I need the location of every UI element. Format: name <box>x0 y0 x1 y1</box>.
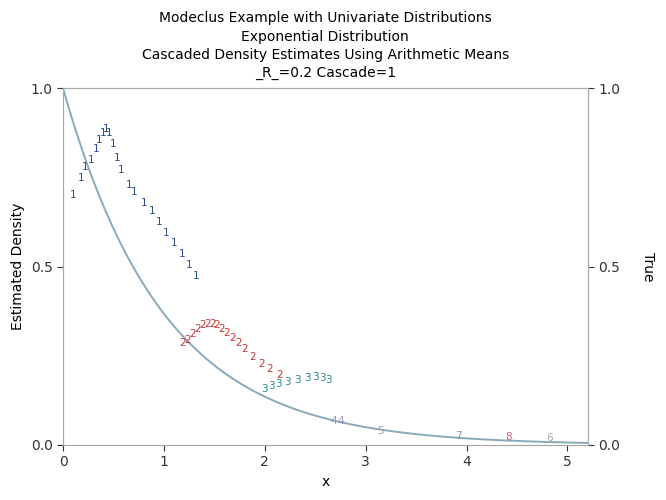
Text: 3: 3 <box>284 377 290 387</box>
Text: 2: 2 <box>218 324 224 334</box>
Text: 3: 3 <box>325 374 332 384</box>
Text: 1: 1 <box>170 238 177 248</box>
Text: 7: 7 <box>455 430 462 440</box>
Text: 3: 3 <box>304 373 310 383</box>
Text: 2: 2 <box>178 338 185 348</box>
Text: 2: 2 <box>241 344 248 354</box>
Text: 3: 3 <box>268 381 275 391</box>
Text: 3: 3 <box>319 373 326 383</box>
Text: 2: 2 <box>250 352 256 362</box>
Text: 2: 2 <box>266 364 273 374</box>
Text: 3: 3 <box>262 384 268 394</box>
Text: 1: 1 <box>156 217 163 227</box>
Text: 2: 2 <box>194 324 200 334</box>
Text: 2: 2 <box>276 370 283 380</box>
Text: 1: 1 <box>186 260 192 270</box>
Text: 1: 1 <box>106 128 113 138</box>
Text: 1: 1 <box>103 124 110 134</box>
Text: 4: 4 <box>330 416 337 426</box>
Text: 1: 1 <box>115 153 121 163</box>
Text: 2: 2 <box>189 330 196 340</box>
Text: 1: 1 <box>149 206 155 216</box>
X-axis label: x: x <box>321 475 330 489</box>
Text: 1: 1 <box>100 128 107 138</box>
Text: 1: 1 <box>193 270 200 280</box>
Text: 2: 2 <box>223 328 230 338</box>
Text: 1: 1 <box>178 249 185 259</box>
Text: 2: 2 <box>258 358 265 368</box>
Text: 1: 1 <box>70 190 77 200</box>
Y-axis label: Estimated Density: Estimated Density <box>11 203 25 330</box>
Text: 4: 4 <box>337 416 344 426</box>
Text: 2: 2 <box>235 338 242 348</box>
Text: 6: 6 <box>546 434 553 444</box>
Text: 1: 1 <box>96 135 103 145</box>
Text: 2: 2 <box>209 318 216 328</box>
Text: 1: 1 <box>110 138 117 148</box>
Text: 1: 1 <box>88 154 95 164</box>
Text: 1: 1 <box>119 166 125 175</box>
Text: 8: 8 <box>505 432 512 442</box>
Text: 2: 2 <box>229 333 236 343</box>
Text: 3: 3 <box>276 380 282 390</box>
Text: 5: 5 <box>378 426 384 436</box>
Text: 1: 1 <box>93 144 100 154</box>
Text: 1: 1 <box>78 172 85 182</box>
Text: 1: 1 <box>125 180 132 190</box>
Text: 3: 3 <box>294 374 300 384</box>
Text: 2: 2 <box>204 318 210 328</box>
Text: 3: 3 <box>312 372 318 382</box>
Text: 1: 1 <box>141 198 147 207</box>
Text: 1: 1 <box>131 187 137 197</box>
Title: Modeclus Example with Univariate Distributions
Exponential Distribution
Cascaded: Modeclus Example with Univariate Distrib… <box>142 11 509 80</box>
Text: 2: 2 <box>213 320 220 330</box>
Text: 2: 2 <box>199 320 206 330</box>
Y-axis label: True: True <box>641 252 655 282</box>
Text: 2: 2 <box>184 335 190 345</box>
Text: 1: 1 <box>82 162 89 172</box>
Text: 1: 1 <box>163 228 169 238</box>
